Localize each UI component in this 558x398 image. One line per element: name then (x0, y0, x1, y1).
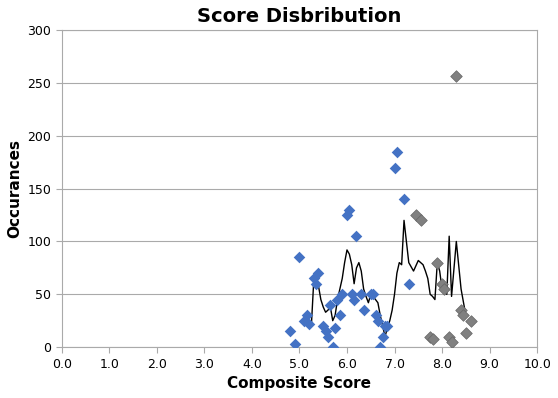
Point (309, 275, 318, 282)
Point (456, 307, 465, 313)
Point (335, 312, 344, 318)
Point (338, 291, 347, 297)
Point (390, 164, 399, 171)
Point (445, 334, 454, 340)
Point (331, 325, 340, 331)
Point (359, 307, 368, 313)
Point (319, 323, 328, 329)
Point (324, 334, 333, 340)
Point (366, 291, 375, 297)
Point (371, 312, 380, 318)
Point (381, 323, 389, 329)
Point (328, 344, 337, 350)
Point (369, 291, 378, 297)
Point (352, 233, 361, 239)
Point (314, 270, 323, 276)
Point (411, 212, 420, 218)
Point (461, 330, 470, 337)
Point (347, 291, 356, 297)
Point (452, 72, 461, 79)
Point (378, 334, 387, 340)
Point (295, 254, 304, 261)
Point (376, 344, 384, 350)
Point (405, 281, 413, 287)
Point (290, 341, 299, 347)
Point (459, 312, 468, 318)
Point (392, 148, 401, 155)
Point (345, 207, 354, 213)
Point (326, 302, 335, 308)
Point (302, 312, 311, 318)
Point (286, 328, 295, 334)
Point (466, 318, 475, 324)
Point (311, 281, 320, 287)
Point (426, 334, 435, 340)
Point (357, 291, 365, 297)
Point (350, 297, 359, 303)
Point (433, 259, 442, 266)
Point (373, 318, 382, 324)
Point (437, 281, 446, 287)
Point (416, 217, 425, 224)
Point (447, 339, 456, 345)
Point (300, 318, 309, 324)
X-axis label: Composite Score: Composite Score (228, 376, 372, 391)
Title: Score Disbribution: Score Disbribution (198, 7, 402, 26)
Point (428, 336, 437, 342)
Point (383, 323, 392, 329)
Point (333, 297, 342, 303)
Point (400, 196, 408, 203)
Point (305, 321, 314, 327)
Point (321, 328, 330, 334)
Point (440, 286, 449, 292)
Y-axis label: Occurances: Occurances (7, 139, 22, 238)
Point (343, 212, 352, 218)
